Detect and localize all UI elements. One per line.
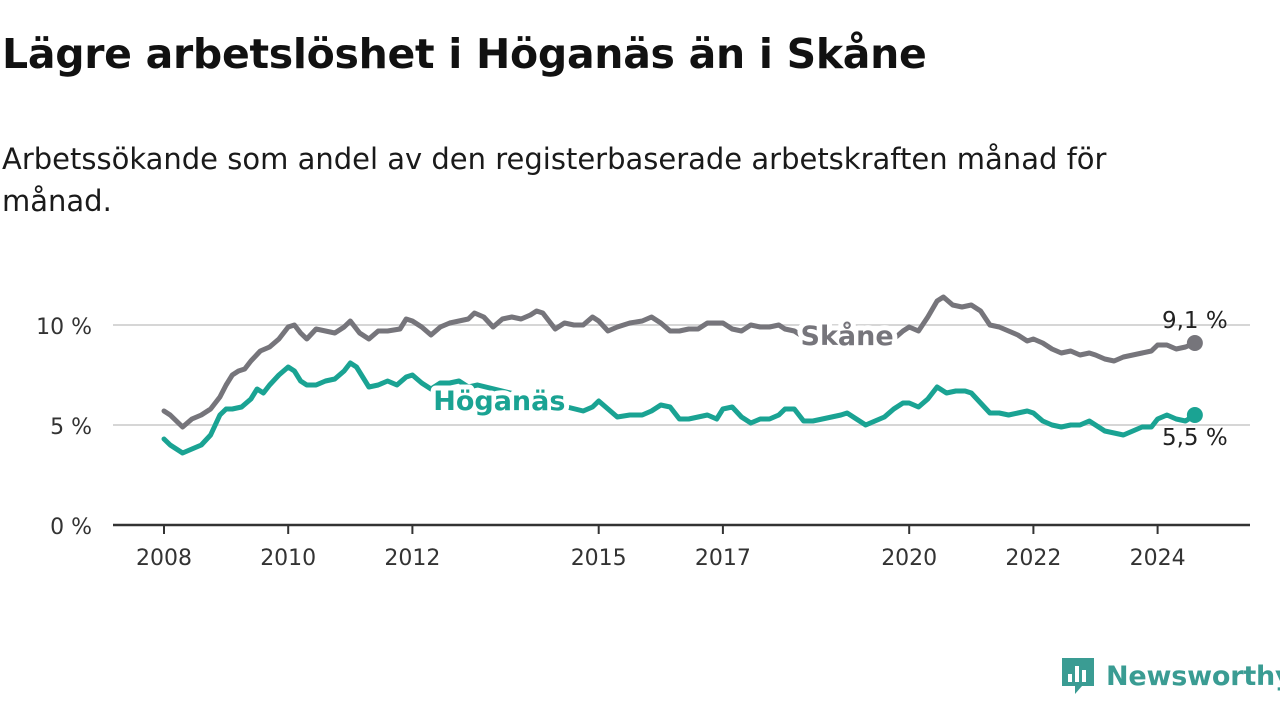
brand-name: Newsworthy [1106,660,1280,692]
series-lines [161,294,1198,456]
x-tick-label: 2024 [1130,546,1186,571]
series-name-label: Höganäs [433,386,565,417]
y-tick-label: 0 % [50,515,92,540]
x-tick-label: 2008 [136,546,192,571]
x-tick-label: 2017 [695,546,751,571]
axes: 0 % 5 % 10 % 2008 2010 2012 2015 2017 2020 2022 20… [36,315,1250,571]
y-tick-label: 10 % [36,315,92,340]
newsworthy-logo-icon [1062,658,1094,694]
x-tick-label: 2012 [384,546,440,571]
line-chart: 0 % 5 % 10 % 2008 2010 2012 2015 2017 2020 2022 20… [36,294,1250,571]
chart-subtitle: Arbetssökande som andel av den registerb… [2,142,1107,218]
data-labels: Skåne 9,1 % Höganäs 5,5 % [428,308,1228,451]
x-tick-label: 2015 [571,546,627,571]
series-line-1 [161,360,1198,456]
grid-lines [113,324,1250,426]
x-tick-label: 2010 [260,546,316,571]
series-name-label: Skåne [801,320,894,352]
series-end-label: 5,5 % [1162,425,1228,451]
series-end-point [1186,335,1203,351]
x-tick-label: 2022 [1005,546,1061,571]
y-tick-label: 5 % [50,415,92,440]
chart-title: Lägre arbetslöshet i Höganäs än i Skåne [2,30,927,78]
brand-logo: Newsworthy [1060,656,1280,696]
series-end-point [1186,407,1203,423]
series-end-label: 9,1 % [1162,308,1228,334]
series-line-0 [161,294,1198,430]
x-tick-label: 2020 [881,546,937,571]
